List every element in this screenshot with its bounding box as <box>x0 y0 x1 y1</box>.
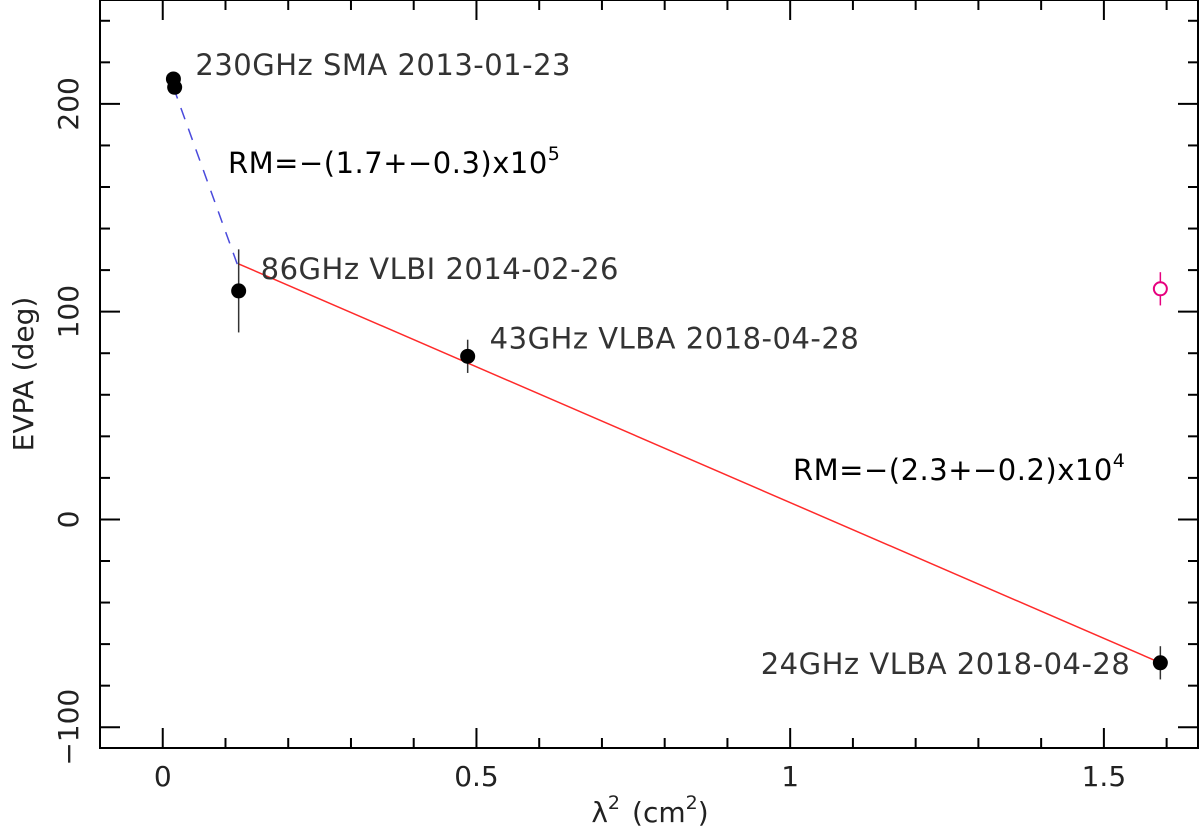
point-label: 24GHz VLBA 2018-04-28 <box>761 647 1131 681</box>
data-point <box>1152 655 1168 671</box>
axis-ticks: 0 0.5 1 1.5 −100 0 100 200 <box>52 0 1198 793</box>
rm-annotation-red: RM=−(2.3+−0.2)x104 <box>793 450 1125 487</box>
point-label: 86GHz VLBI 2014-02-26 <box>261 252 619 286</box>
data-points <box>165 71 1168 680</box>
y-tick-label: 0 <box>52 511 85 529</box>
rm-annotation-blue: RM=−(1.7+−0.3)x105 <box>228 143 560 180</box>
data-point <box>167 79 183 95</box>
point-label: 230GHz SMA 2013-01-23 <box>195 48 571 82</box>
y-tick-label: 100 <box>52 285 85 338</box>
fit-lines <box>172 87 1161 664</box>
data-point <box>460 348 476 364</box>
data-point <box>231 283 247 299</box>
y-tick-label: −100 <box>52 689 85 766</box>
point-labels: 230GHz SMA 2013-01-23 86GHz VLBI 2014-02-… <box>195 48 1131 681</box>
data-point-open <box>1152 281 1168 297</box>
x-tick-label: 1 <box>781 760 799 793</box>
y-tick-label: 200 <box>52 77 85 130</box>
x-axis-title: λ2 (cm2) <box>591 792 708 829</box>
fit-line-1 <box>238 263 1161 664</box>
point-label: 43GHz VLBA 2018-04-28 <box>490 321 860 355</box>
x-tick-label: 1.5 <box>1082 760 1127 793</box>
plot-frame <box>99 0 1199 749</box>
x-tick-label: 0 <box>154 760 172 793</box>
fit-line-0 <box>172 87 240 269</box>
x-tick-label: 0.5 <box>454 760 499 793</box>
y-axis-title: EVPA (deg) <box>7 297 40 452</box>
